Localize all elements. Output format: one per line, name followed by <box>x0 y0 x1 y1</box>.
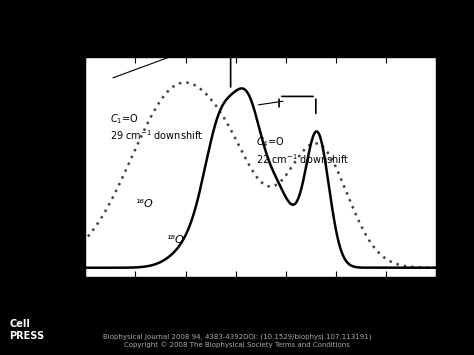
Text: ¹⁶O: ¹⁶O <box>135 198 153 208</box>
Text: Biophysical Journal 2008 94, 4383-4392DOI: (10.1529/biophysj.107.113191)
Copyrig: Biophysical Journal 2008 94, 4383-4392DO… <box>103 334 371 348</box>
Text: $C_4$=O
22 cm$^{-1}$ downshift: $C_4$=O 22 cm$^{-1}$ downshift <box>255 136 349 166</box>
Text: Cell
PRESS: Cell PRESS <box>9 319 45 341</box>
X-axis label: Wavenumber/cm⁻¹: Wavenumber/cm⁻¹ <box>201 297 320 310</box>
Text: ¹⁸O: ¹⁸O <box>167 235 184 245</box>
Text: $C_1$=O
29 cm$^{-1}$ downshift: $C_1$=O 29 cm$^{-1}$ downshift <box>110 112 203 142</box>
Text: Figure 3: Figure 3 <box>209 11 265 24</box>
